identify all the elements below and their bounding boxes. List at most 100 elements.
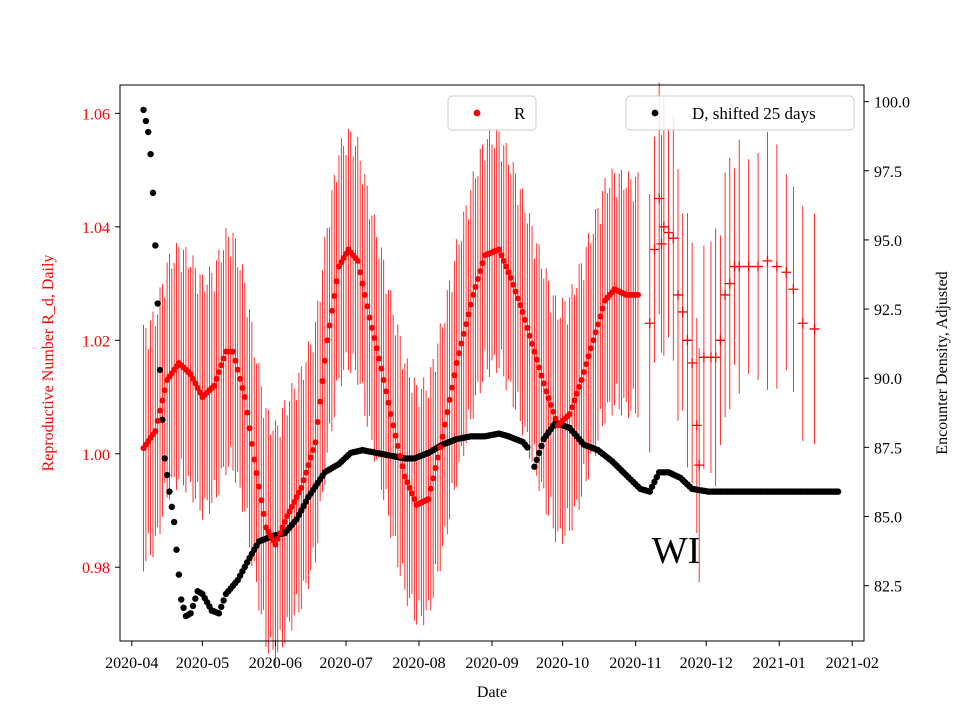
r-point: [427, 485, 434, 492]
d-point: [154, 300, 161, 307]
r-point: [380, 377, 387, 384]
r-point: [187, 371, 194, 378]
d-point: [178, 596, 185, 603]
r-outlier-marker: [656, 238, 667, 249]
r-point: [385, 399, 392, 406]
r-point: [387, 411, 394, 418]
d-point: [646, 488, 653, 495]
x-tick-label: 2020-10: [536, 655, 589, 672]
r-outlier-marker: [797, 318, 808, 329]
d-point: [166, 488, 173, 495]
r-point: [465, 311, 472, 318]
r-point: [512, 288, 519, 295]
r-point: [505, 269, 512, 276]
d-point: [156, 366, 164, 374]
right-y-tick-label: 85.0: [874, 510, 902, 527]
right-y-axis: 82.5 85.0 87.5 90.0 92.5 95.0 97.5 100.0: [864, 95, 910, 596]
d-point: [173, 546, 180, 553]
r-point: [437, 444, 444, 451]
r-point: [432, 464, 439, 471]
legend-r-marker: [473, 109, 481, 117]
r-point: [258, 497, 265, 504]
r-point: [215, 369, 222, 376]
r-point: [404, 479, 411, 486]
r-point: [425, 496, 432, 503]
r-point: [331, 293, 338, 300]
r-point: [303, 469, 309, 476]
r-point: [472, 283, 479, 290]
r-point: [241, 394, 248, 401]
r-point: [192, 380, 199, 387]
r-point: [397, 453, 404, 460]
r-outlier-marker: [668, 233, 679, 244]
r-point: [272, 541, 279, 548]
d-point: [175, 571, 183, 578]
left-y-tick-label: 1.06: [82, 106, 110, 123]
d-point: [142, 117, 150, 125]
r-point: [597, 313, 604, 320]
r-outlier-marker: [715, 335, 726, 346]
r-point: [237, 375, 244, 382]
r-point: [371, 335, 378, 342]
r-point: [354, 257, 361, 264]
series-r-points: [140, 246, 641, 548]
r-point: [406, 484, 413, 491]
r-point: [444, 409, 451, 416]
r-point: [467, 301, 474, 308]
r-point: [573, 390, 580, 397]
r-point: [218, 362, 225, 369]
legend-d-box: [625, 95, 855, 131]
d-point: [180, 604, 187, 612]
r-outlier-marker: [694, 460, 705, 471]
r-point: [474, 276, 481, 283]
r-outlier-marker: [809, 323, 820, 334]
r-point: [587, 345, 594, 352]
r-outlier-marker: [710, 352, 721, 363]
r-outlier-marker: [691, 420, 702, 431]
d-point: [531, 463, 538, 470]
d-point: [149, 189, 157, 197]
r-point: [288, 503, 295, 510]
r-point: [194, 384, 201, 391]
legend-d: D, shifted 25 days: [625, 95, 855, 131]
r-point: [244, 409, 251, 416]
r-point: [411, 496, 418, 503]
r-point: [580, 369, 587, 376]
r-point: [213, 375, 220, 382]
x-tick-label: 2020-11: [609, 655, 662, 672]
r-point: [521, 316, 528, 323]
left-y-axis-label: Reproductive Number R_d, Daily: [40, 255, 57, 472]
r-point: [279, 524, 286, 531]
r-outlier-marker: [753, 261, 764, 272]
r-point: [298, 484, 305, 491]
d-point: [140, 106, 147, 114]
d-point: [163, 471, 171, 479]
left-y-tick-label: 1.04: [82, 220, 110, 237]
d-point: [653, 473, 661, 481]
r-point: [220, 355, 227, 362]
right-y-tick-label: 92.5: [874, 302, 902, 319]
d-point: [159, 416, 166, 423]
r-point: [507, 274, 514, 281]
r-outlier-marker: [658, 221, 669, 232]
d-point: [145, 128, 152, 136]
d-point: [152, 242, 159, 249]
r-point: [583, 361, 590, 368]
r-point: [375, 355, 382, 362]
d-point: [651, 478, 658, 486]
r-point: [448, 384, 455, 391]
r-point: [359, 280, 366, 287]
legend-d-label: D, shifted 25 days: [692, 104, 816, 123]
r-outlier-marker: [649, 244, 660, 255]
r-point: [159, 397, 166, 404]
r-point: [430, 475, 437, 482]
r-point: [291, 499, 298, 505]
r-point: [590, 337, 597, 344]
x-axis: 2020-04 2020-05 2020-06 2020-07 2020-08 2020-…: [105, 641, 879, 672]
d-point: [220, 597, 227, 604]
r-outlier-marker: [682, 335, 693, 346]
legend-d-marker: [651, 109, 659, 117]
r-point: [361, 291, 368, 298]
r-point: [373, 345, 380, 352]
d-point: [147, 150, 154, 158]
